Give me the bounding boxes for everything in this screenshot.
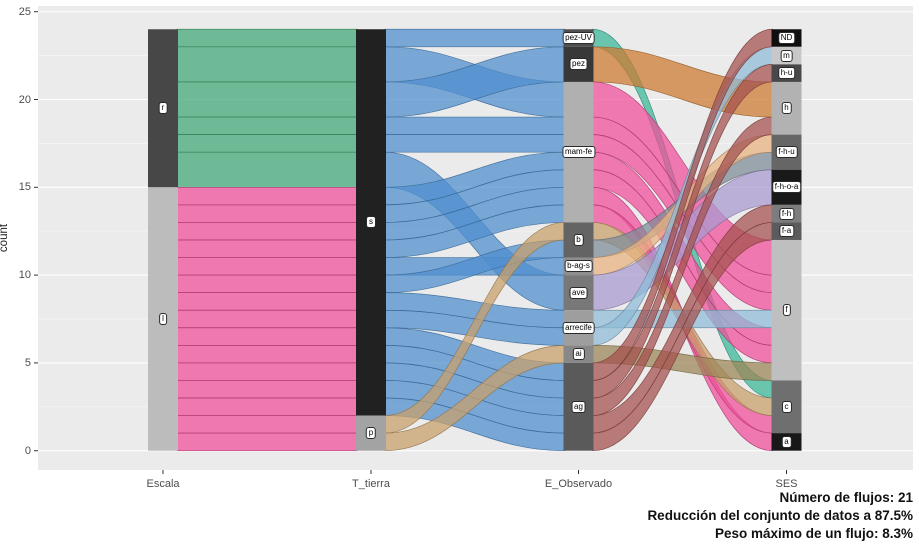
stratum-label-h-u: h-u [777, 67, 796, 80]
y-tick-label-10: 10 [18, 269, 31, 282]
stratum-label-f: f [782, 304, 791, 317]
flow-ribbon-s0-1-r [176, 46, 358, 83]
flow-ribbon-s1-3-s [384, 116, 565, 135]
flow-ribbon-s0-0-r [176, 28, 358, 48]
flow-ribbon-s0-11-l [176, 274, 358, 294]
stratum-label-arrecife: arrecife [562, 321, 595, 334]
y-tick-label-15: 15 [18, 181, 31, 194]
stratum-label-b: b [573, 233, 584, 246]
flow-ribbon-s0-14-l [176, 327, 358, 346]
stratum-label-ave: ave [569, 286, 588, 299]
y-tick-label-20: 20 [18, 93, 31, 106]
flow-ribbon-s0-15-l [176, 344, 358, 364]
stratum-label-p: p [365, 427, 377, 440]
caption-line-reduction: Reducción del conjunto de datos a 87.5% [647, 508, 913, 523]
x-axis-label-E_Observado: E_Observado [544, 478, 613, 490]
y-tick-label-25: 25 [18, 5, 31, 18]
stratum-label-pez: pez [569, 58, 588, 71]
stratum-label-ND: ND [777, 32, 796, 45]
x-axis-label-T_tierra: T_tierra [352, 478, 390, 490]
flow-ribbon-s1-0-s [384, 28, 565, 48]
flow-ribbon-s0-2-r [176, 81, 358, 118]
caption-line-maxweight: Peso máximo de un flujo: 8.3% [714, 526, 913, 541]
flow-ribbon-s1-4-s [384, 134, 565, 153]
stratum-label-m: m [780, 49, 793, 62]
stratum-label-f-h: f-h [778, 207, 795, 220]
flow-ribbon-s0-20-l [176, 432, 358, 452]
flow-ribbon-s0-19-l [176, 415, 358, 434]
stratum-label-r: r [158, 102, 168, 115]
flow-ribbon-s0-12-l [176, 292, 358, 311]
stratum-label-mam-fe: mam-fe [561, 146, 596, 159]
flow-ribbon-s0-9-l [176, 239, 358, 258]
flow-ribbon-s0-6-l [176, 186, 358, 206]
flow-ribbon-s0-16-l [176, 362, 358, 381]
stratum-label-b-ag-s: b-ag-s [564, 260, 593, 273]
flow-ribbon-s0-8-l [176, 222, 358, 241]
flow-ribbon-s0-3-r [176, 116, 358, 135]
flow-ribbon-s0-7-l [176, 204, 358, 223]
stratum-label-f-h-o-a: f-h-o-a [771, 181, 802, 194]
stratum-label-h: h [781, 102, 792, 115]
flow-ribbon-s0-10-l [176, 257, 358, 276]
flow-ribbon-s0-5-r [176, 151, 358, 188]
stratum-label-a: a [781, 435, 792, 448]
flow-ribbon-s0-4-r [176, 134, 358, 153]
stratum-label-f-h-u: f-h-u [775, 146, 798, 159]
stratum-label-l: l [159, 313, 167, 325]
flow-ribbon-s0-13-l [176, 309, 358, 329]
stratum-label-s: s [366, 216, 376, 229]
stratum-label-ai: ai [572, 348, 585, 361]
y-tick-label-5: 5 [24, 356, 31, 369]
stratum-label-c: c [781, 400, 792, 413]
x-axis-label-SES: SES [775, 478, 798, 490]
chart-caption: Número de flujos: 21 Reducción del conju… [647, 489, 913, 543]
x-axis-label-Escala: Escala [146, 478, 180, 490]
caption-line-flows: Número de flujos: 21 [779, 490, 913, 505]
y-tick-label-0: 0 [24, 444, 31, 457]
stratum-label-ag: ag [571, 400, 586, 413]
flow-ribbon-s0-17-l [176, 380, 358, 399]
stratum-label-f-a: f-a [778, 225, 795, 238]
stratum-label-pez-UV: pez-UV [562, 32, 595, 45]
flow-ribbon-s0-18-l [176, 397, 358, 416]
